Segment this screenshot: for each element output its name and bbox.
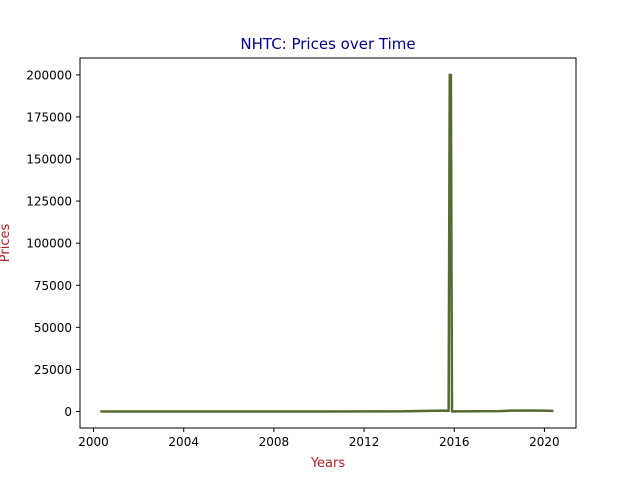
x-tick-label: 2004 bbox=[168, 435, 199, 449]
plot-frame bbox=[79, 57, 577, 429]
chart-title: NHTC: Prices over Time bbox=[240, 35, 415, 53]
y-tick-label: 200000 bbox=[26, 68, 72, 82]
y-tick-label: 175000 bbox=[26, 110, 72, 124]
y-tick-label: 0 bbox=[64, 405, 72, 419]
x-axis-label: Years bbox=[310, 456, 346, 471]
y-axis-label: Prices bbox=[0, 224, 13, 263]
y-tick-label: 25000 bbox=[34, 363, 72, 377]
x-axis-ticks: 2000 2004 2008 2012 2016 2020 bbox=[78, 428, 560, 449]
x-tick-label: 2000 bbox=[78, 435, 109, 449]
series-line-0 bbox=[100, 73, 554, 413]
x-tick-label: 2008 bbox=[259, 435, 290, 449]
x-tick-label: 2016 bbox=[439, 435, 470, 449]
y-axis-ticks: 0 25000 50000 75000 100000 125000 150000 175000… bbox=[26, 68, 80, 419]
y-tick-label: 125000 bbox=[26, 195, 72, 209]
series-layer bbox=[100, 73, 554, 413]
y-tick-label: 100000 bbox=[26, 237, 72, 251]
y-tick-label: 150000 bbox=[26, 153, 72, 167]
y-tick-label: 50000 bbox=[34, 321, 72, 335]
x-tick-label: 2012 bbox=[349, 435, 380, 449]
x-tick-label: 2020 bbox=[529, 435, 560, 449]
y-tick-label: 75000 bbox=[34, 279, 72, 293]
